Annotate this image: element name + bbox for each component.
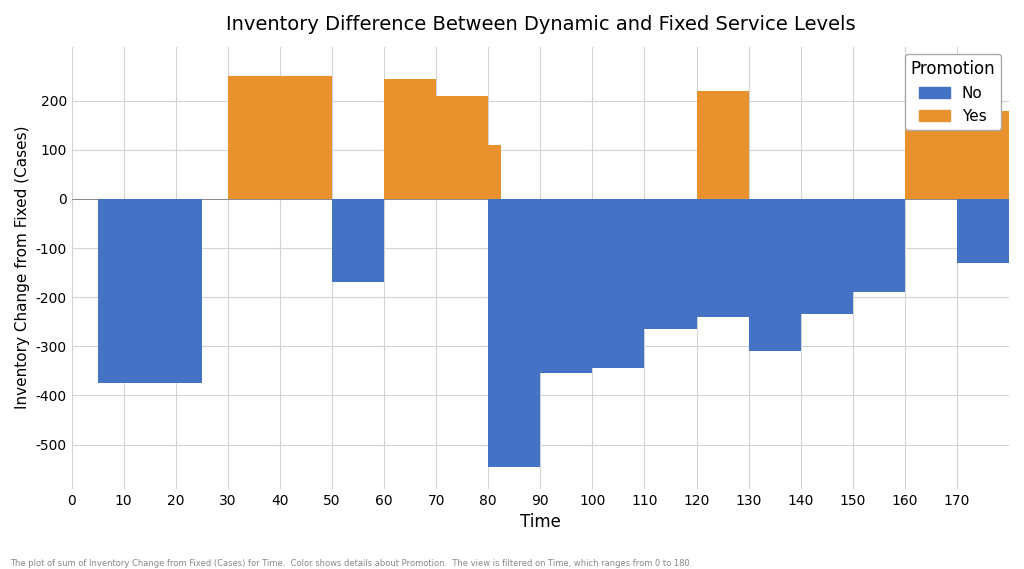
Bar xyxy=(644,199,696,329)
Bar xyxy=(801,199,853,315)
Bar xyxy=(228,76,280,199)
Bar xyxy=(541,199,593,373)
Text: The plot of sum of Inventory Change from Fixed (Cases) for Time.  Color shows de: The plot of sum of Inventory Change from… xyxy=(10,559,692,568)
Legend: No, Yes: No, Yes xyxy=(904,54,1001,130)
Bar xyxy=(228,76,280,199)
Bar xyxy=(905,101,956,199)
Bar xyxy=(956,199,1009,263)
Bar xyxy=(696,91,749,199)
X-axis label: Time: Time xyxy=(520,513,561,531)
Bar xyxy=(97,199,202,383)
Bar xyxy=(436,96,488,199)
Bar xyxy=(696,199,749,317)
Bar xyxy=(749,199,801,351)
Y-axis label: Inventory Change from Fixed (Cases): Inventory Change from Fixed (Cases) xyxy=(15,126,30,410)
Bar xyxy=(905,101,956,199)
Bar xyxy=(956,110,1009,199)
Bar xyxy=(488,199,541,467)
Bar xyxy=(332,199,384,282)
Bar xyxy=(280,76,332,199)
Bar xyxy=(593,199,644,369)
Bar xyxy=(384,79,436,199)
Bar xyxy=(853,199,905,292)
Bar xyxy=(384,79,436,199)
Title: Inventory Difference Between Dynamic and Fixed Service Levels: Inventory Difference Between Dynamic and… xyxy=(225,15,855,34)
Bar xyxy=(475,145,502,199)
Bar xyxy=(280,79,332,199)
